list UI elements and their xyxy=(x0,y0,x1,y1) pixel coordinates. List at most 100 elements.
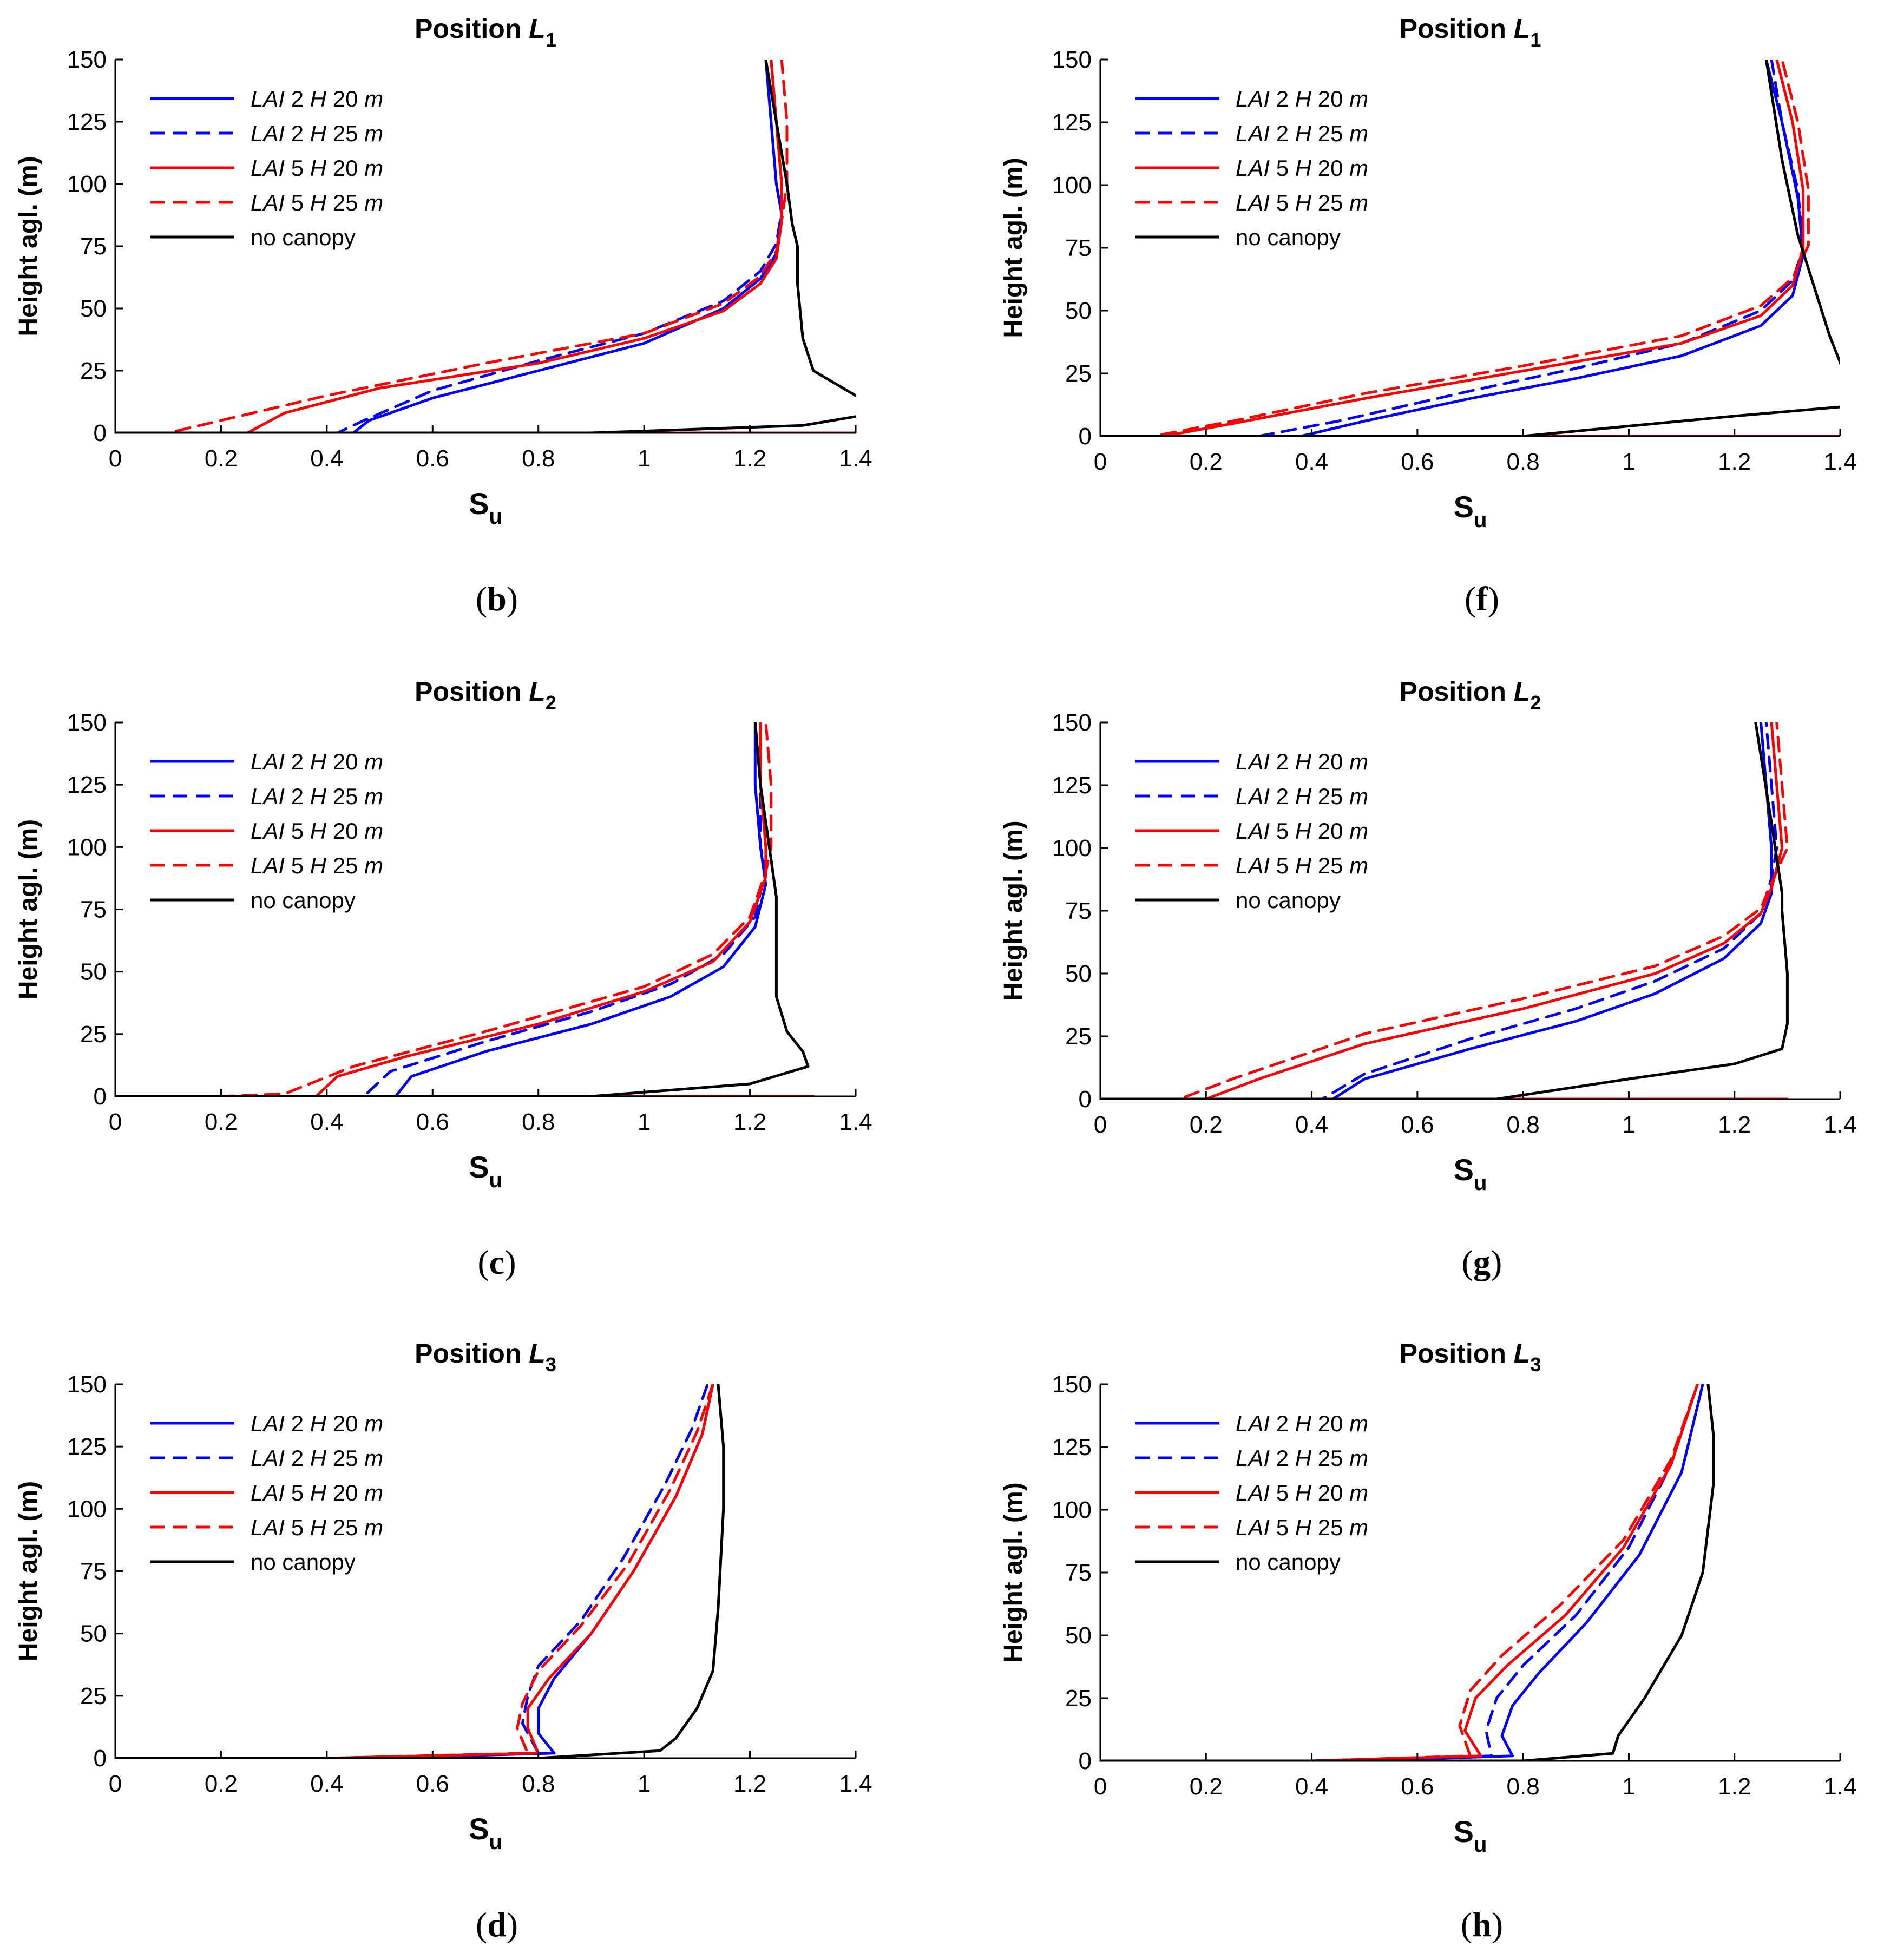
chart-panel-h: 0 0.2 0.4 0.6 0.8 1 1.2 1.4 0 25 50 75 100 125 150 Posi… xyxy=(999,1338,1857,1857)
caption-g: (g) xyxy=(1461,1243,1502,1281)
y-tick-label: 125 xyxy=(67,772,107,798)
x-tick-label: 1.4 xyxy=(839,1109,872,1135)
y-tick-label: 125 xyxy=(1052,772,1092,799)
series-line-lai2_h25 xyxy=(1257,60,1840,436)
x-tick-label: 0.4 xyxy=(1295,1773,1328,1800)
axes-frame xyxy=(1099,1384,1840,1762)
x-axis-label: Su xyxy=(469,1812,502,1854)
series-line-lai5_h20 xyxy=(325,1384,714,1758)
y-tick-label: 50 xyxy=(1065,961,1092,987)
x-tick-label: 0.2 xyxy=(205,1109,238,1135)
legend-label-lai5_h20: LAI 5 H 20 m xyxy=(1236,818,1368,844)
y-tick-label: 125 xyxy=(1052,109,1092,136)
legend-label-lai2_h25: LAI 2 H 25 m xyxy=(251,121,383,146)
legend-label-lai2_h25: LAI 2 H 25 m xyxy=(251,784,383,809)
series-line-lai5_h20 xyxy=(314,722,815,1096)
y-tick-label: 150 xyxy=(1052,709,1092,736)
y-tick-label: 0 xyxy=(94,1083,107,1110)
x-tick-label: 0.6 xyxy=(416,1109,449,1135)
y-tick-label: 0 xyxy=(94,420,107,446)
x-tick-label: 0.6 xyxy=(416,445,449,472)
y-tick-label: 50 xyxy=(80,295,107,322)
x-tick-label: 1.4 xyxy=(1823,1111,1856,1138)
caption-h: (h) xyxy=(1460,1905,1504,1944)
y-tick-label: 75 xyxy=(1065,898,1092,924)
chart-title: Position L2 xyxy=(1400,676,1541,714)
legend-label-nocanopy: no canopy xyxy=(251,225,356,250)
y-tick-label: 50 xyxy=(80,959,107,985)
x-tick-label: 0.8 xyxy=(522,1771,555,1797)
x-tick-label: 0 xyxy=(109,445,122,472)
x-tick-label: 0.8 xyxy=(522,445,555,472)
legend-label-lai5_h25: LAI 5 H 25 m xyxy=(1236,1515,1368,1540)
legend-label-nocanopy: no canopy xyxy=(1236,1549,1341,1575)
legend-label-lai2_h20: LAI 2 H 20 m xyxy=(1236,1411,1368,1436)
series-line-nocanopy xyxy=(115,1384,725,1758)
y-tick-label: 150 xyxy=(1052,1371,1092,1398)
legend-label-lai5_h20: LAI 5 H 20 m xyxy=(1236,1480,1368,1505)
legend-label-lai5_h25: LAI 5 H 25 m xyxy=(1236,853,1368,878)
series-line-lai2_h20 xyxy=(1331,722,1789,1099)
legend-label-lai2_h20: LAI 2 H 20 m xyxy=(251,86,383,111)
y-axis-label: Height agl. (m) xyxy=(999,1482,1028,1662)
x-tick-label: 0.8 xyxy=(522,1109,555,1135)
legend-label-lai5_h20: LAI 5 H 20 m xyxy=(251,155,383,181)
series-line-lai2_h20 xyxy=(394,722,815,1096)
series-line-lai2_h20 xyxy=(378,1384,714,1758)
y-tick-label: 50 xyxy=(80,1621,107,1647)
series-line-nocanopy xyxy=(115,60,856,433)
chart-panel-c: 0 0.2 0.4 0.6 0.8 1 1.2 1.4 0 25 50 75 100 125 150 Posi… xyxy=(14,676,872,1192)
x-tick-label: 0.6 xyxy=(1401,1773,1434,1800)
x-tick-label: 1.2 xyxy=(733,1109,766,1135)
legend-label-lai5_h25: LAI 5 H 25 m xyxy=(251,853,383,878)
y-tick-label: 25 xyxy=(1065,1685,1092,1712)
series-line-lai2_h20 xyxy=(1363,1384,1704,1761)
series-line-lai5_h20 xyxy=(246,60,856,433)
x-tick-label: 1 xyxy=(1622,449,1635,475)
x-tick-label: 0 xyxy=(1094,449,1107,475)
x-tick-label: 0 xyxy=(1094,1773,1107,1800)
legend-label-lai5_h25: LAI 5 H 25 m xyxy=(1236,190,1368,215)
chart-title: Position L1 xyxy=(415,14,556,51)
axes-frame xyxy=(1099,722,1840,1100)
caption-b: (b) xyxy=(475,580,518,618)
x-tick-label: 1.2 xyxy=(1718,1111,1751,1138)
series-line-nocanopy xyxy=(1100,722,1789,1099)
y-axis-label: Height agl. (m) xyxy=(14,819,43,999)
legend-label-lai2_h25: LAI 2 H 25 m xyxy=(1236,784,1368,809)
x-axis-label: Su xyxy=(1454,1153,1487,1195)
series-line-lai5_h25 xyxy=(219,722,815,1096)
caption-d: (d) xyxy=(475,1905,518,1944)
legend: LAI 2 H 20 m LAI 2 H 25 m LAI 5 H 20 m LAI … xyxy=(1135,1411,1368,1575)
x-tick-label: 1.2 xyxy=(733,1771,766,1797)
chart-title: Position L3 xyxy=(1400,1338,1541,1376)
x-tick-label: 0.2 xyxy=(1190,1111,1223,1138)
legend: LAI 2 H 20 m LAI 2 H 25 m LAI 5 H 20 m LAI … xyxy=(150,749,383,913)
legend-label-lai5_h20: LAI 5 H 20 m xyxy=(251,1480,383,1505)
chart-panel-b: 0 0.2 0.4 0.6 0.8 1 1.2 1.4 0 25 50 75 100 125 150 Posi… xyxy=(14,14,872,529)
legend-label-lai2_h20: LAI 2 H 20 m xyxy=(1236,86,1368,111)
chart-title: Position L3 xyxy=(415,1338,556,1376)
x-tick-label: 0 xyxy=(1094,1111,1107,1138)
x-tick-label: 1.4 xyxy=(839,445,872,472)
y-tick-label: 0 xyxy=(1079,1086,1092,1113)
legend: LAI 2 H 20 m LAI 2 H 25 m LAI 5 H 20 m LAI … xyxy=(1135,86,1368,250)
series-line-lai2_h20 xyxy=(352,60,856,433)
legend-label-lai5_h20: LAI 5 H 20 m xyxy=(251,818,383,844)
legend-label-lai2_h20: LAI 2 H 20 m xyxy=(251,749,383,774)
y-tick-label: 150 xyxy=(1052,47,1092,73)
x-tick-label: 1.2 xyxy=(1718,1773,1751,1800)
series-line-lai5_h25 xyxy=(1178,722,1789,1099)
x-axis-label: Su xyxy=(1454,1814,1487,1857)
x-tick-label: 0.4 xyxy=(310,445,343,472)
axes-frame xyxy=(114,1384,856,1759)
chart-title: Position L2 xyxy=(415,676,556,714)
x-tick-label: 0.4 xyxy=(310,1109,343,1135)
y-tick-label: 25 xyxy=(80,358,107,384)
x-tick-label: 0.2 xyxy=(205,1771,238,1797)
y-axis-label: Height agl. (m) xyxy=(14,156,43,336)
chart-panel-f: 0 0.2 0.4 0.6 0.8 1 1.2 1.4 0 25 50 75 100 125 150 Posi… xyxy=(999,14,1857,532)
x-tick-label: 0.6 xyxy=(1401,1111,1434,1138)
series-line-lai5_h20 xyxy=(1310,1384,1699,1761)
legend-label-nocanopy: no canopy xyxy=(251,1549,356,1575)
